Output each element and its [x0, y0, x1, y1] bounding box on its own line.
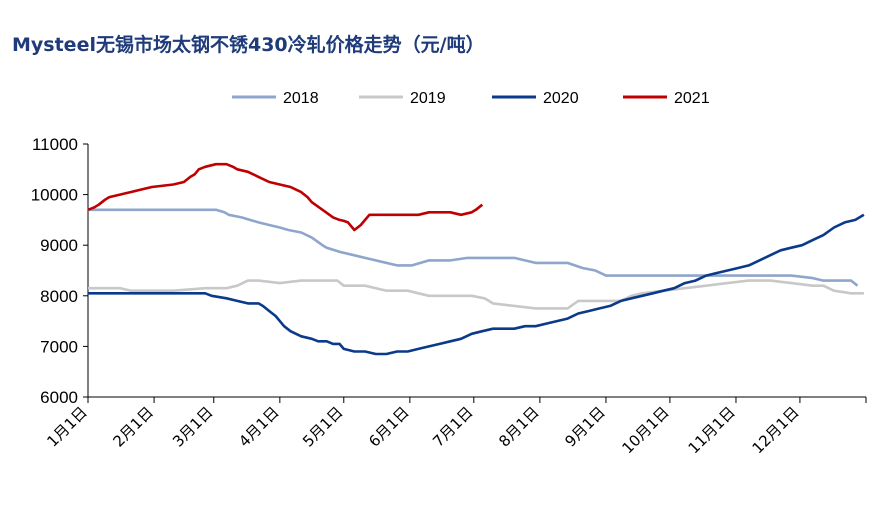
- y-tick-label: 10000: [31, 186, 78, 205]
- y-tick-label: 6000: [40, 388, 78, 407]
- chart-title: Mysteel无锡市场太钢不锈430冷轧价格走势（元/吨）: [12, 34, 485, 56]
- x-tick-label: 1月1日: [43, 403, 90, 450]
- x-tick-label: 5月1日: [299, 403, 346, 450]
- legend-label-2019: 2019: [410, 90, 446, 107]
- x-tick-label: 8月1日: [495, 403, 542, 450]
- plot-area: [87, 162, 865, 356]
- legend-label-2021: 2021: [674, 90, 710, 107]
- series-line-2019: [88, 279, 864, 310]
- series-line-2018: [88, 208, 859, 287]
- legend-label-2018: 2018: [283, 90, 319, 107]
- legend-label-2020: 2020: [543, 90, 579, 107]
- y-tick-label: 9000: [40, 236, 78, 255]
- x-tick-label: 7月1日: [429, 403, 476, 450]
- series-line-2021: [87, 162, 484, 232]
- y-tick-label: 8000: [40, 287, 78, 306]
- x-tick-label: 3月1日: [169, 403, 216, 450]
- x-tick-label: 2月1日: [109, 403, 156, 450]
- x-tick-label: 11月1日: [685, 403, 739, 457]
- x-tick-label: 10月1日: [619, 403, 673, 457]
- y-tick-label: 7000: [40, 337, 78, 356]
- legend: 2018 2019 2020 2021: [232, 90, 710, 107]
- x-tick-label: 4月1日: [235, 403, 282, 450]
- x-tick-label: 9月1日: [561, 403, 608, 450]
- series-line-2020: [88, 213, 865, 356]
- y-tick-label: 11000: [32, 135, 78, 154]
- x-tick-label: 6月1日: [365, 403, 412, 450]
- x-tick-label: 12月1日: [749, 403, 803, 457]
